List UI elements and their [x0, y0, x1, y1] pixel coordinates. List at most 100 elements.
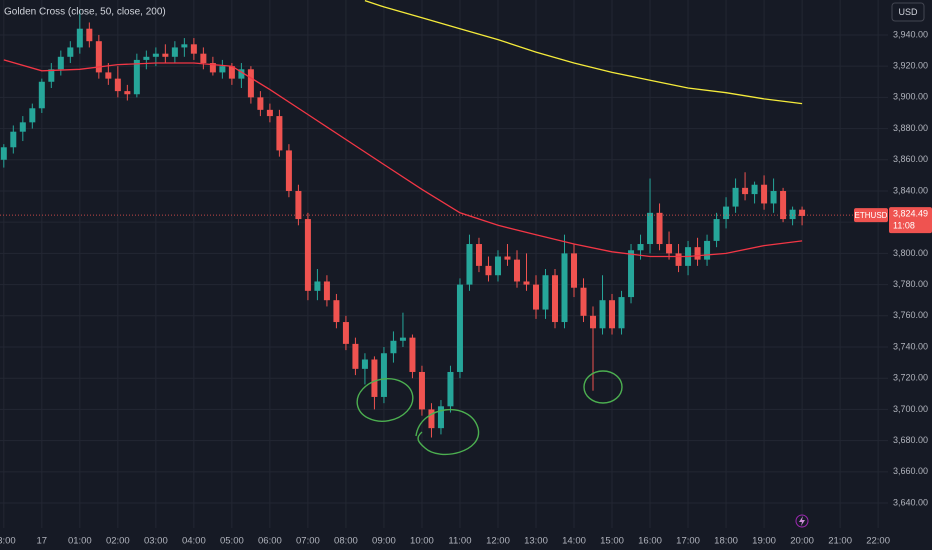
candle-body: [314, 281, 321, 291]
indicator-title: Golden Cross (close, 50, close, 200): [4, 7, 166, 18]
flash-glyph: [799, 516, 805, 526]
candle-body: [209, 63, 216, 73]
y-tick-label: 3,880.00: [893, 123, 928, 133]
x-tick-label: 16:00: [638, 536, 662, 547]
x-tick-label: 10:00: [410, 536, 434, 547]
candle-body: [19, 122, 26, 132]
price-tag: [889, 207, 932, 234]
candle-body: [523, 281, 530, 285]
candle-body: [618, 297, 625, 329]
candle-body: [485, 265, 492, 276]
x-tick-label: 07:00: [296, 536, 320, 547]
candle-body: [704, 240, 711, 260]
candle-body: [713, 219, 720, 241]
y-tick-label: 3,920.00: [893, 61, 928, 71]
axis-background: [890, 0, 932, 528]
candle-body: [561, 253, 568, 323]
candle-body: [171, 47, 178, 57]
candle-body: [352, 343, 359, 369]
candle-body: [580, 287, 587, 316]
candle-body: [399, 337, 406, 341]
flash-icon[interactable]: [795, 514, 809, 528]
annotation-circle: [356, 378, 414, 422]
x-tick-label: 06:00: [258, 536, 282, 547]
candle-body: [57, 56, 64, 70]
candle-body: [571, 253, 578, 288]
candle-body: [466, 244, 473, 285]
candle-body: [609, 300, 616, 329]
candle-body: [428, 409, 435, 429]
candle-body: [162, 53, 169, 57]
candle-body: [257, 97, 264, 110]
y-tick-label: 3,940.00: [893, 29, 928, 39]
y-tick-label: 3,700.00: [893, 404, 928, 414]
moving-average-line: [364, 0, 803, 105]
candle-body: [219, 66, 226, 73]
moving-average-line: [3, 59, 803, 258]
symbol-label: ETHUSD: [855, 211, 888, 220]
candle-body: [10, 131, 17, 148]
candle-body: [666, 244, 673, 254]
candle-body: [200, 53, 207, 64]
candle-body: [276, 116, 283, 151]
candle-body: [304, 219, 311, 291]
candle-body: [513, 259, 520, 282]
candle-body: [590, 315, 597, 329]
annotations: [356, 370, 623, 456]
x-tick-label: 18:00: [714, 536, 738, 547]
y-tick-label: 3,800.00: [893, 248, 928, 258]
x-tick-label: 17: [37, 536, 48, 547]
x-tick-label: 17:00: [676, 536, 700, 547]
x-tick-label: 08:00: [334, 536, 358, 547]
candle-body: [295, 190, 302, 220]
currency-label[interactable]: USD: [898, 7, 918, 17]
x-tick-label: 01:00: [68, 536, 92, 547]
x-tick-label: 14:00: [562, 536, 586, 547]
candle-body: [105, 72, 112, 79]
candle-body: [124, 91, 131, 95]
candle-body: [799, 209, 806, 216]
x-tick-label: 12:00: [486, 536, 510, 547]
price-label: 3,824.49: [893, 209, 928, 219]
annotation-circle: [583, 370, 623, 404]
plot: [0, 0, 888, 438]
y-tick-label: 3,640.00: [893, 497, 928, 507]
candle-body: [390, 340, 397, 354]
axes: 3,640.00 3,660.00 3,680.00 3,700.00 3,720.00…: [0, 29, 928, 546]
candle-body: [143, 56, 150, 60]
y-tick-label: 3,660.00: [893, 466, 928, 476]
candle-body: [599, 300, 606, 329]
candle-body: [770, 190, 777, 204]
candle-body: [789, 209, 796, 220]
x-tick-label: 22:00: [866, 536, 890, 547]
y-tick-label: 3,740.00: [893, 341, 928, 351]
candle-body: [409, 337, 416, 372]
candle-body: [333, 300, 340, 323]
candle-body: [152, 53, 159, 57]
candle-body: [228, 66, 235, 79]
candle-body: [628, 250, 635, 298]
candle-body: [181, 44, 188, 48]
candle-body: [285, 150, 292, 191]
candle-body: [418, 371, 425, 410]
candle-body: [95, 41, 102, 73]
candle-body: [694, 247, 701, 260]
candle-body: [38, 81, 45, 109]
y-tick-label: 3,840.00: [893, 185, 928, 195]
y-tick-label: 3,760.00: [893, 310, 928, 320]
candle-body: [647, 212, 654, 245]
x-tick-label: 03:00: [144, 536, 168, 547]
x-tick-label: 21:00: [828, 536, 852, 547]
candle-body: [532, 284, 539, 310]
candle-body: [447, 371, 454, 407]
candle-body: [742, 187, 749, 195]
symbol-tag: [854, 208, 888, 223]
candle-body: [475, 244, 482, 266]
candle-body: [380, 353, 387, 397]
candle-body: [266, 109, 273, 117]
candle-body: [76, 28, 83, 48]
currency-button[interactable]: [891, 2, 925, 22]
candle-body: [361, 359, 368, 369]
candle-body: [761, 184, 768, 204]
